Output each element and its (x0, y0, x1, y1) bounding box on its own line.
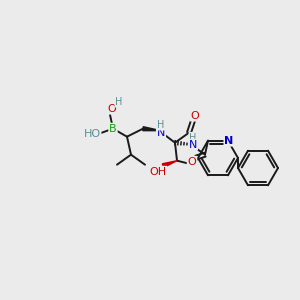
Text: HO: HO (83, 129, 100, 139)
Text: O: O (188, 157, 196, 167)
Text: H: H (157, 120, 165, 130)
Text: OH: OH (149, 167, 167, 177)
Polygon shape (162, 161, 177, 168)
Polygon shape (143, 127, 161, 131)
Text: O: O (190, 111, 200, 121)
Text: H: H (115, 97, 123, 107)
Text: H: H (189, 133, 197, 143)
Text: B: B (109, 124, 117, 134)
Text: N: N (189, 140, 197, 150)
Text: N: N (224, 136, 234, 146)
Text: O: O (108, 104, 116, 114)
Text: N: N (157, 128, 165, 138)
